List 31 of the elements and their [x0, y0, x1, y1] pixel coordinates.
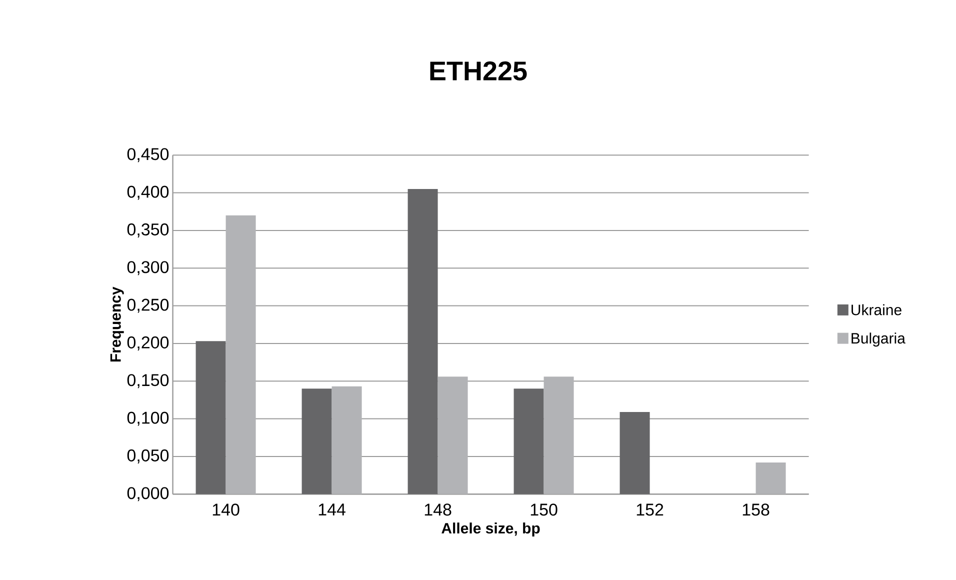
x-tick-label: 140	[212, 504, 240, 516]
bar	[226, 215, 256, 494]
y-tick-label: 0,400	[127, 186, 169, 200]
x-tick-label: 158	[742, 504, 770, 516]
bar	[544, 376, 574, 494]
y-tick-label: 0,100	[127, 412, 169, 426]
bar	[514, 388, 544, 494]
x-tick-label: 152	[636, 504, 664, 516]
chart-title: ETH225	[430, 61, 527, 81]
y-axis-title: Frequency	[110, 286, 124, 362]
x-tick-label: 144	[318, 504, 346, 516]
bar	[408, 189, 438, 494]
bar	[620, 412, 650, 494]
y-tick-label: 0,150	[127, 374, 169, 388]
y-tick-label: 0,300	[127, 261, 169, 276]
legend-label: Ukraine	[852, 304, 902, 316]
bar	[332, 386, 362, 494]
y-tick-label: 0,250	[127, 298, 169, 313]
x-tick-label: 148	[424, 504, 452, 516]
bar	[438, 376, 468, 494]
x-tick-label: 150	[530, 504, 558, 516]
x-axis-title: Allele size, bp	[442, 522, 540, 537]
y-tick-label: 0,050	[127, 449, 169, 464]
y-tick-label: 0,350	[127, 223, 169, 238]
bar	[756, 462, 786, 494]
bar	[302, 388, 332, 494]
y-tick-label: 0,200	[127, 336, 169, 350]
legend-label: Bulgaria	[852, 332, 906, 347]
y-tick-label: 0,450	[127, 148, 169, 162]
y-tick-label: 0,000	[127, 487, 169, 502]
bar	[196, 341, 226, 494]
